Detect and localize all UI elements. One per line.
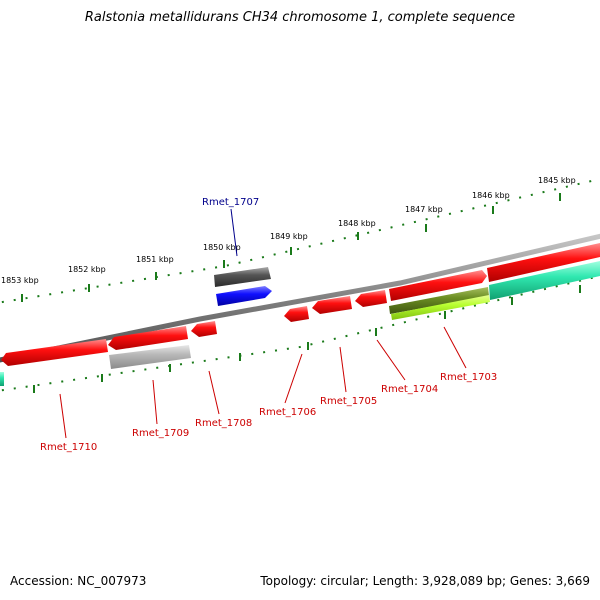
reverse-genes <box>0 287 490 386</box>
gene-label: Rmet_1710 <box>40 442 97 453</box>
gene-label: Rmet_1703 <box>440 372 497 383</box>
scale-label: 1847 kbp <box>405 205 443 214</box>
gene-arrow[interactable] <box>284 306 309 322</box>
scale-outer <box>0 178 600 304</box>
gene-arrow[interactable] <box>0 372 4 386</box>
gene-arrow[interactable] <box>108 326 188 350</box>
scale-label: 1852 kbp <box>68 265 106 274</box>
scale-label: 1846 kbp <box>472 191 510 200</box>
map-title: Ralstonia metallidurans CH34 chromosome … <box>84 10 516 25</box>
gene-label: Rmet_1708 <box>195 418 252 429</box>
gene-arrow[interactable] <box>389 287 489 314</box>
scale-label: 1850 kbp <box>203 243 241 252</box>
genome-summary-text: Topology: circular; Length: 3,928,089 bp… <box>260 574 590 588</box>
gene-arrow[interactable] <box>487 243 600 282</box>
scale-labels: 1853 kbp 1852 kbp 1851 kbp 1850 kbp 1849… <box>1 176 576 285</box>
gene-arrow[interactable] <box>312 296 352 314</box>
label-leaders <box>59 208 467 439</box>
scale-label: 1845 kbp <box>538 176 576 185</box>
scale-label: 1851 kbp <box>136 255 174 264</box>
scale-label: 1849 kbp <box>270 232 308 241</box>
gene-arrow[interactable] <box>109 345 191 369</box>
gene-arrow[interactable] <box>191 321 217 337</box>
gene-label: Rmet_1704 <box>381 384 438 395</box>
chromosome-backbone <box>0 233 600 363</box>
gene-label: Rmet_1706 <box>259 407 316 418</box>
gene-arrow[interactable] <box>216 286 272 306</box>
gene-arrow[interactable] <box>214 267 271 287</box>
accession-text: Accession: NC_007973 <box>10 574 147 588</box>
scale-label: 1848 kbp <box>338 219 376 228</box>
forward-genes <box>214 243 600 306</box>
gene-arrow[interactable] <box>391 295 490 320</box>
scale-label: 1853 kbp <box>1 276 39 285</box>
scale-inner <box>0 275 600 393</box>
gene-arrow[interactable] <box>1 339 108 366</box>
gene-label: Rmet_1707 <box>202 197 259 208</box>
gene-label: Rmet_1705 <box>320 396 377 407</box>
gene-label: Rmet_1709 <box>132 428 189 439</box>
gene-arrow[interactable] <box>489 261 600 300</box>
gene-arrow[interactable] <box>355 290 387 307</box>
gene-arrow[interactable] <box>389 270 487 301</box>
gene-labels: Rmet_1707 Rmet_1710 Rmet_1709 Rmet_1708 … <box>40 197 497 453</box>
